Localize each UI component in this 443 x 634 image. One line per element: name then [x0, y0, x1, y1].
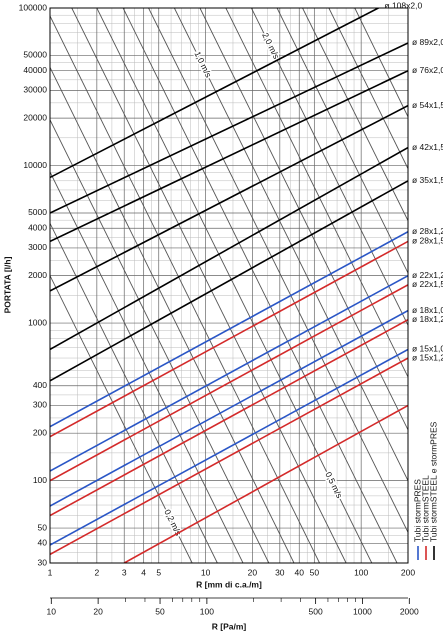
velocity-line — [302, 8, 408, 221]
y-tick-label: 2000 — [28, 270, 47, 280]
series-label: ø 76x2,0 — [412, 65, 443, 75]
velocity-line — [328, 8, 408, 169]
y-tick-label: 10000 — [23, 160, 47, 170]
y-tick-label: 100000 — [19, 2, 48, 12]
x-axis-title: R [mm di c.a./m] — [196, 579, 262, 589]
y-tick-label: 20000 — [23, 112, 47, 122]
plot-frame — [49, 7, 409, 564]
series-label: ø 15x1,0 — [412, 344, 443, 354]
y-tick-label: 300 — [33, 400, 47, 410]
series-line — [50, 319, 408, 517]
legend-label: Tubi stormPRES — [412, 479, 422, 542]
series-label: ø 54x1,5 — [412, 100, 443, 110]
velocity-line — [50, 15, 320, 563]
legend-label: Tubi stormSTEEL — [420, 475, 430, 542]
x2-tick-label: 20 — [93, 606, 103, 616]
x2-tick-label: 500 — [309, 606, 323, 616]
x-tick-label: 50 — [310, 567, 320, 577]
series-line — [50, 8, 381, 179]
series-line — [50, 357, 408, 556]
velocity-line — [122, 8, 398, 563]
velocity-line — [354, 8, 408, 117]
y-axis-title: PORTATA [l/h] — [2, 256, 12, 313]
series-label: ø 22x1,2 — [412, 270, 443, 280]
series-label: ø 18x1,0 — [412, 305, 443, 315]
y-tick-label: 1000 — [28, 317, 47, 327]
y-tick-label: 40 — [38, 538, 48, 548]
x-tick-label: 4 — [141, 567, 146, 577]
y-tick-label: 200 — [33, 427, 47, 437]
series-line — [50, 104, 408, 292]
x-tick-label: 200 — [401, 567, 415, 577]
x-tick-label: 10 — [201, 567, 211, 577]
x-tick-label: 100 — [354, 567, 368, 577]
x2-tick-label: 10 — [47, 606, 57, 616]
x-tick-label: 40 — [295, 567, 305, 577]
y-tick-label: 50 — [38, 522, 48, 532]
velocity-line — [276, 8, 408, 274]
velocity-line — [50, 275, 193, 563]
velocity-line — [148, 8, 408, 533]
y-tick-label: 40000 — [23, 65, 47, 75]
series-label: ø 15x1,2 — [412, 352, 443, 362]
y-tick-label: 30000 — [23, 85, 47, 95]
series-line — [50, 309, 408, 507]
y-tick-label: 3000 — [28, 242, 47, 252]
labels: 1 2 3 4 5 10 20 30 40 50 100 200 30 40 50 100 200 300 400 1… — [19, 0, 443, 616]
x-tick-label: 30 — [275, 567, 285, 577]
series-label: ø 28x1,2 — [412, 226, 443, 236]
legend-label: Tubi stormSTEEL e stormPRES — [428, 421, 438, 542]
series-line — [50, 180, 408, 382]
series-line — [50, 69, 408, 243]
series-label: ø 35x1,5 — [412, 175, 443, 185]
velocity-line — [96, 8, 373, 563]
x2-tick-label: 100 — [200, 606, 214, 616]
x-tick-label: 5 — [156, 567, 161, 577]
x2-axis-title: R [Pa/m] — [212, 621, 247, 631]
series-label: ø 108x2,0 — [384, 0, 422, 10]
series-line — [123, 404, 408, 563]
plot-area — [50, 8, 408, 563]
velocity-line — [50, 119, 270, 563]
velocity-line — [50, 223, 218, 563]
velocity-line — [173, 8, 408, 481]
x-tick-label: 3 — [122, 567, 127, 577]
series-label: ø 18x1,2 — [412, 314, 443, 324]
series-line — [50, 146, 408, 351]
y-tick-label: 5000 — [28, 207, 47, 217]
series-label: ø 89x2,0 — [412, 37, 443, 47]
y-tick-label: 4000 — [28, 222, 47, 232]
y-tick-label: 30 — [38, 557, 48, 567]
x2-tick-label: 1000 — [353, 606, 372, 616]
velocity-line — [50, 171, 244, 563]
y-tick-label: 50000 — [23, 50, 47, 60]
series-line — [50, 274, 408, 472]
velocity-line — [199, 8, 408, 431]
velocity-line — [50, 67, 295, 563]
x-tick-label: 20 — [248, 567, 258, 577]
series-label: ø 28x1,5 — [412, 236, 443, 246]
series-line — [50, 240, 408, 438]
y-tick-label: 100 — [33, 475, 47, 485]
x2-tick-label: 2000 — [400, 606, 419, 616]
x-tick-label: 2 — [94, 567, 99, 577]
velocity-line — [71, 8, 347, 563]
series-label: ø 22x1,5 — [412, 279, 443, 289]
series-line — [50, 284, 408, 482]
y-tick-label: 400 — [33, 380, 47, 390]
series-line — [50, 42, 408, 214]
x-tick-label: 1 — [48, 567, 53, 577]
series-line — [50, 231, 408, 428]
series-line — [50, 348, 408, 546]
series-label: ø 42x1,5 — [412, 142, 443, 152]
x2-tick-label: 50 — [155, 606, 165, 616]
velocity-line — [225, 8, 408, 378]
